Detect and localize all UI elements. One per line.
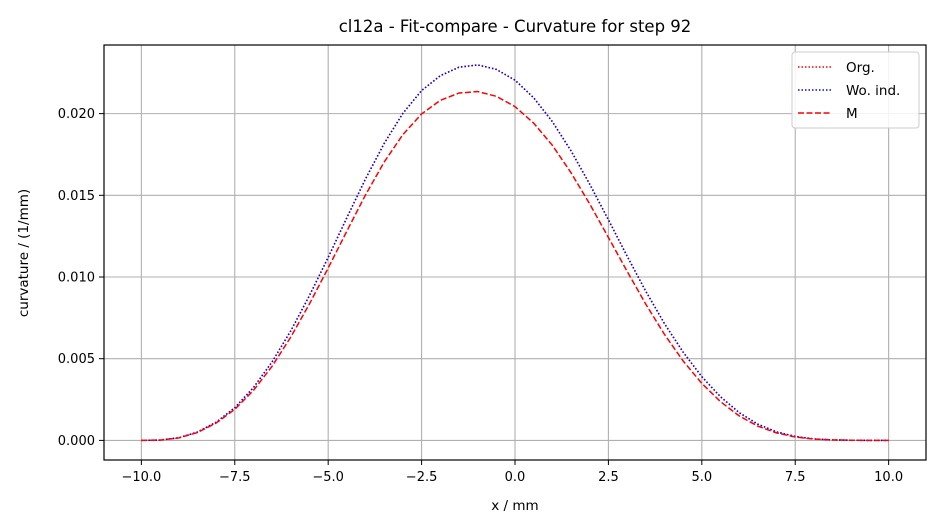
y-tick-label: 0.010	[58, 271, 95, 286]
x-tick-label: 10.0	[874, 470, 903, 485]
y-tick-label: 0.020	[58, 107, 95, 122]
legend-label-org: Org.	[846, 60, 875, 76]
y-tick-label: 0.005	[58, 352, 95, 367]
x-tick-label: 2.5	[598, 470, 619, 485]
x-tick-label: −5.0	[312, 470, 344, 485]
x-axis-title: x / mm	[491, 498, 538, 514]
legend-label-wo-ind: Wo. ind.	[846, 83, 900, 99]
y-axis: 0.000 0.005 0.010 0.015 0.020	[58, 107, 104, 449]
legend-label-m: M	[846, 106, 858, 122]
grid	[104, 45, 926, 460]
x-axis: −10.0 −7.5 −5.0 −2.5 0.0 2.5 5.0 7.5 10.0	[121, 460, 903, 485]
x-tick-label: 7.5	[785, 470, 806, 485]
x-tick-label: 5.0	[691, 470, 712, 485]
x-tick-label: −10.0	[121, 470, 161, 485]
x-tick-label: 0.0	[505, 470, 526, 485]
series-layer	[141, 64, 889, 442]
legend: Org. Wo. ind. M	[791, 51, 920, 129]
y-tick-label: 0.015	[58, 189, 95, 204]
series-line-m	[141, 90, 889, 442]
legend-box	[791, 51, 920, 129]
chart-title: cl12a - Fit-compare - Curvature for step…	[339, 17, 692, 36]
series-line-wo-ind	[141, 64, 889, 442]
y-tick-label: 0.000	[58, 434, 95, 449]
x-tick-label: −7.5	[219, 470, 251, 485]
y-axis-title: curvature / (1/mm)	[16, 189, 32, 317]
x-tick-label: −2.5	[406, 470, 438, 485]
